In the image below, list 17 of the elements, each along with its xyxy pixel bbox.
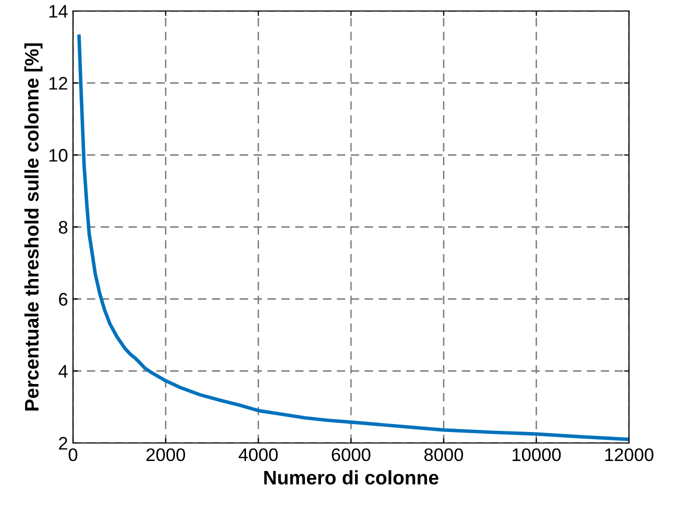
x-tick-label: 4000 [238, 448, 278, 462]
y-tick-label: 8 [58, 220, 68, 234]
y-tick-label: 12 [49, 76, 68, 90]
y-tick-label: 14 [49, 5, 68, 18]
x-tick-label: 8000 [424, 448, 464, 462]
y-tick-label: 4 [58, 365, 68, 378]
x-tick-label: 2000 [146, 448, 186, 462]
x-tick-label: 6000 [332, 448, 370, 462]
y-tick-label: 2 [59, 436, 68, 450]
line-series [77, 34, 629, 442]
x-tick-label: 10000 [512, 448, 561, 462]
x-axis-title: Numero di colonne [264, 470, 438, 485]
x-tick-label: 12000 [605, 448, 654, 462]
x-tick-label: 0 [68, 448, 78, 462]
y-tick-label: 6 [59, 292, 68, 306]
y-axis-title: Percentuale threshold sulle colonne [%] [24, 43, 42, 410]
y-tick-label: 10 [49, 148, 68, 162]
